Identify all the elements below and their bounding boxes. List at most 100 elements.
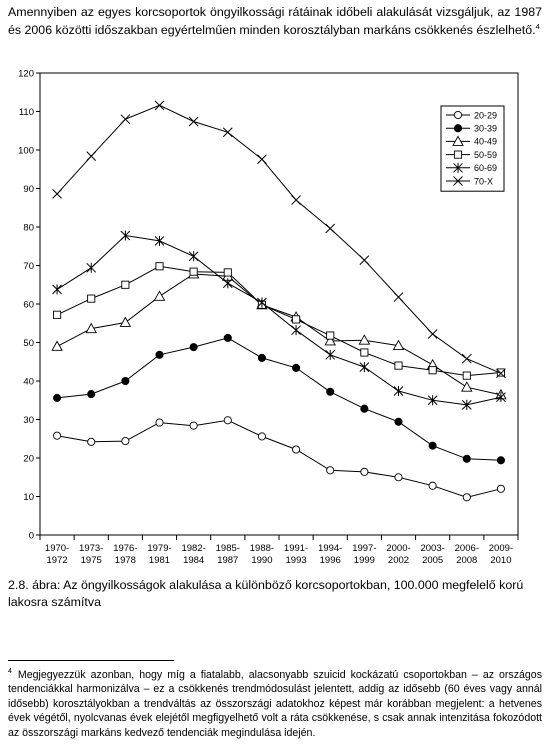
series-line	[56, 104, 502, 374]
data-point-square-open	[360, 348, 369, 357]
data-point-x	[359, 255, 370, 265]
data-point-asterisk	[325, 349, 336, 360]
data-point-asterisk	[461, 399, 472, 410]
data-point-circle-filled	[223, 333, 232, 342]
data-point-square-open	[326, 331, 335, 340]
legend-label: 20-29	[474, 110, 497, 120]
figure-caption: 2.8. ábra: Az öngyilkosságok alakulása a…	[8, 578, 524, 609]
series-40-49	[51, 268, 507, 400]
data-point-x	[257, 154, 267, 165]
data-point-circle-open	[428, 481, 437, 490]
data-point-asterisk	[154, 235, 165, 246]
data-point-circle-filled	[189, 343, 198, 352]
data-point-x	[393, 292, 404, 302]
data-point-x	[496, 368, 506, 379]
y-tick-label: 40	[23, 377, 34, 388]
legend-label: 40-49	[474, 137, 497, 147]
y-tick-label: 10	[23, 492, 34, 503]
y-tick-label: 100	[18, 146, 34, 157]
series-line	[57, 337, 501, 461]
legend-box	[440, 105, 505, 192]
data-point-x	[222, 127, 233, 138]
data-point-circle-open	[462, 493, 471, 502]
data-point-asterisk	[496, 392, 506, 403]
x-tick-label: 1985-	[216, 543, 240, 554]
chart-axes: 0 10 20 30 40 50 60 70 80 90 100 110 120 1970-1972 197…	[18, 69, 519, 566]
data-point-x	[461, 353, 472, 364]
data-point-square-open	[189, 267, 198, 276]
data-point-circle-open	[326, 466, 335, 475]
data-point-circle-filled	[121, 376, 130, 386]
x-tick-label: 2002	[388, 555, 409, 566]
series-60-69	[52, 230, 506, 410]
y-tick-label: 50	[23, 338, 34, 349]
data-point-square-open	[155, 262, 164, 271]
data-point-circle-filled	[428, 441, 437, 450]
data-point-asterisk	[86, 262, 97, 273]
y-tick-label: 90	[23, 184, 34, 195]
data-point-x	[154, 100, 165, 111]
footnote-number: 4	[8, 668, 12, 676]
data-point-circle-open	[394, 473, 403, 482]
data-point-asterisk	[52, 284, 62, 295]
data-point-triangle-open	[119, 316, 132, 327]
data-point-triangle-open	[358, 334, 371, 345]
legend-label: 70-X	[474, 176, 493, 186]
data-point-triangle-open	[51, 340, 63, 351]
data-point-circle-filled	[326, 387, 335, 396]
footnote: 4 Megjegyezzük azonban, hogy míg a fiatal…	[8, 668, 542, 740]
data-point-x	[52, 189, 62, 199]
x-tick-label: 1978	[115, 555, 136, 566]
data-point-triangle-open	[392, 339, 405, 351]
x-tick-label: 1987	[217, 555, 238, 566]
x-tick-label: 1982-	[181, 543, 205, 554]
x-tick-label: 1970-	[45, 543, 69, 554]
y-tick-label: 70	[23, 261, 34, 272]
data-point-square-open	[53, 310, 62, 319]
data-point-asterisk	[257, 297, 267, 308]
data-point-square-open	[453, 150, 463, 159]
y-tick-label: 120	[18, 69, 34, 80]
data-point-asterisk	[453, 162, 463, 173]
series-50-59	[53, 262, 505, 380]
data-point-circle-open	[87, 437, 96, 446]
x-tick-label: 1996	[320, 555, 341, 566]
series-line	[56, 273, 502, 396]
x-tick-label: 1997-	[352, 543, 376, 554]
y-tick-label: 20	[23, 454, 34, 465]
data-point-square-open	[121, 280, 130, 289]
suicide-rate-line-chart: 0 10 20 30 40 50 60 70 80 90 100 110 120 1970-1972 197…	[18, 69, 519, 566]
legend-entry: 70-X	[446, 176, 493, 186]
x-tick-label: 1979-	[147, 543, 171, 554]
x-tick-label: 1976-	[113, 543, 137, 554]
data-point-asterisk	[120, 230, 131, 241]
x-tick-label: 1984	[183, 555, 204, 566]
data-point-x	[120, 114, 131, 125]
x-tick-label: 1975	[81, 555, 102, 566]
data-point-square-open	[87, 294, 96, 303]
data-point-circle-open	[360, 467, 369, 476]
data-point-triangle-open	[324, 335, 336, 346]
data-point-circle-filled	[155, 350, 164, 359]
x-tick-label: 1999	[354, 555, 375, 566]
x-tick-label: 2010	[490, 555, 511, 566]
data-point-circle-filled	[360, 404, 369, 413]
data-point-square-open	[394, 361, 403, 370]
data-point-asterisk	[359, 362, 370, 373]
chart-series-group	[51, 100, 507, 502]
legend-label: 30-39	[474, 124, 497, 134]
data-point-circle-open	[189, 421, 198, 430]
y-tick-label: 80	[23, 223, 34, 234]
x-tick-label: 1993	[286, 555, 307, 566]
data-point-circle-open	[292, 445, 301, 454]
data-point-asterisk	[393, 386, 404, 397]
intro-paragraph: Amennyiben az egyes korcsoportok öngyilk…	[8, 3, 542, 39]
footnote-text: Megjegyezzük azonban, hogy míg a fiatala…	[8, 669, 542, 739]
legend-label: 60-69	[474, 163, 497, 173]
data-point-x	[188, 116, 199, 127]
legend-entry: 50-59	[446, 150, 497, 160]
x-tick-label: 2008	[456, 555, 477, 566]
data-point-triangle-open	[452, 135, 464, 146]
intro-text: Amennyiben az egyes korcsoportok öngyilk…	[8, 5, 542, 37]
y-tick-label: 30	[23, 415, 34, 426]
